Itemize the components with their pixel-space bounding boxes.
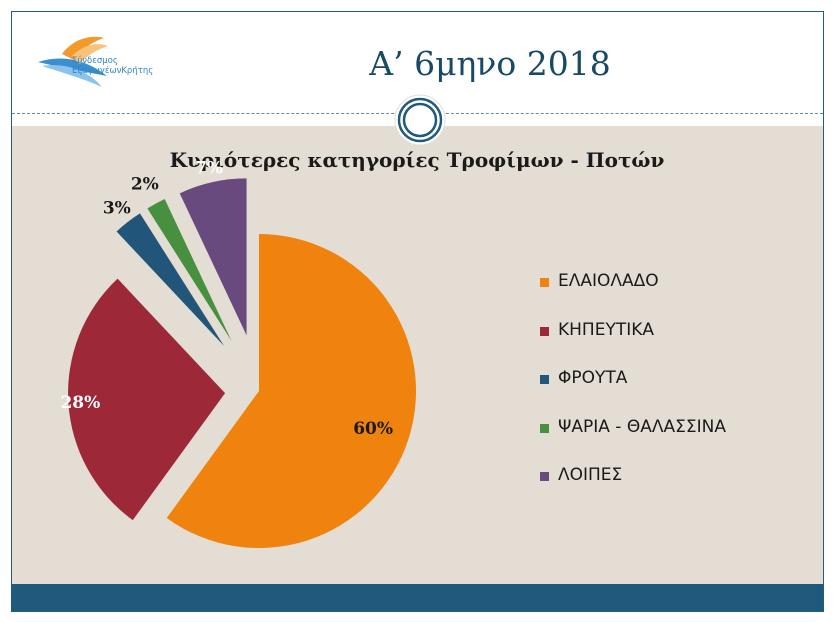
legend-item: ΦΡΟΥΤΑ bbox=[540, 365, 810, 414]
legend-swatch bbox=[540, 278, 549, 287]
pie-slice-1 bbox=[166, 234, 416, 548]
legend-label: ΕΛΑΙΟΛΑΔΟ bbox=[558, 271, 659, 291]
legend-label: ΛΟΙΠΕΣ bbox=[558, 465, 623, 485]
pie-slice-2 bbox=[68, 278, 226, 521]
pie-slice-4 bbox=[147, 198, 232, 342]
legend-swatch bbox=[540, 375, 549, 384]
pie-slice-3 bbox=[116, 213, 225, 346]
legend-swatch bbox=[540, 472, 549, 481]
pie-label-2: 28% bbox=[60, 393, 100, 413]
logo-line-1: Σύνδεσμος bbox=[72, 56, 118, 66]
legend-swatch bbox=[540, 423, 549, 433]
legend-item: ΕΛΑΙΟΛΑΔΟ bbox=[540, 268, 810, 317]
circle-badge-icon bbox=[394, 94, 446, 146]
chart-legend: ΕΛΑΙΟΛΑΔΟ ΚΗΠΕΥΤΙΚΑ ΦΡΟΥΤΑ ΨΑΡΙΑ - ΘΑΛΑΣΣΙΝ… bbox=[540, 268, 810, 511]
legend-item: ΛΟΙΠΕΣ bbox=[540, 462, 810, 511]
legend-item: ΨΑΡΙΑ - ΘΑΛΑΣΣΙΝΑ bbox=[540, 414, 810, 463]
slide-frame bbox=[11, 11, 824, 612]
legend-item: ΚΗΠΕΥΤΙΚΑ bbox=[540, 317, 810, 366]
legend-swatch bbox=[540, 326, 549, 336]
pie-label-5: 7% bbox=[195, 159, 223, 179]
pie-label-1: 60% bbox=[353, 419, 393, 439]
logo-swoosh-icon bbox=[38, 36, 108, 87]
pie-slice-5 bbox=[179, 178, 247, 336]
chart-title: Κυριότερες κατηγορίες Τροφίμων - Ποτών bbox=[169, 148, 665, 172]
pie-label-4: 2% bbox=[131, 174, 159, 194]
page-title: Α’ 6μηνο 2018 bbox=[369, 44, 611, 83]
footer-bar bbox=[12, 584, 823, 611]
pie-label-3: 3% bbox=[103, 199, 131, 219]
logo-line-2: ΕξαγωγέωνΚρήτης bbox=[72, 66, 154, 76]
logo-text: Σύνδεσμος ΕξαγωγέωνΚρήτης bbox=[72, 56, 153, 76]
legend-label: ΚΗΠΕΥΤΙΚΑ bbox=[558, 319, 655, 340]
legend-label: ΦΡΟΥΤΑ bbox=[558, 368, 628, 388]
legend-label: ΨΑΡΙΑ - ΘΑΛΑΣΣΙΝΑ bbox=[558, 416, 726, 437]
